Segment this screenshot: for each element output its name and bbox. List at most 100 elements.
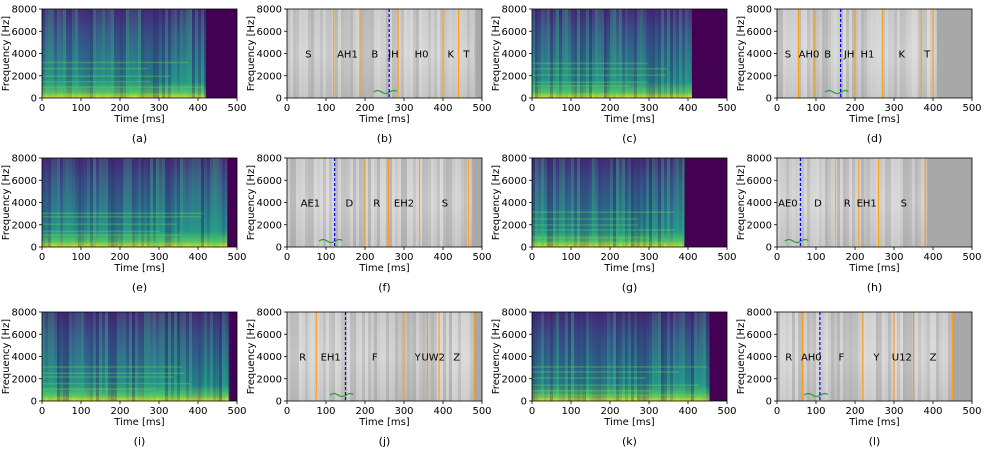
y-tick-label: 0: [31, 94, 37, 105]
phone-label: EH1: [857, 199, 877, 210]
texture-stripe: [156, 158, 159, 247]
texture-stripe: [616, 9, 619, 98]
texture-stripe: [308, 9, 311, 98]
y-tick-label: 4000: [257, 49, 282, 60]
x-tick-label: 500: [472, 252, 491, 263]
texture-stripe: [440, 312, 443, 401]
texture-stripe: [296, 9, 299, 98]
texture-stripe: [565, 9, 568, 98]
y-tick-label: 6000: [502, 27, 527, 38]
texture-stripe: [434, 158, 437, 247]
texture-stripe: [225, 158, 228, 247]
texture-stripe: [852, 158, 855, 247]
texture-stripe: [180, 312, 183, 401]
texture-stripe: [201, 158, 204, 247]
texture-stripe: [129, 9, 132, 98]
texture-stripe: [461, 158, 464, 247]
texture-stripe: [816, 158, 819, 247]
texture-stripe: [344, 9, 347, 98]
texture-stripe: [810, 9, 813, 98]
texture-stripe: [443, 9, 446, 98]
x-tick-label: 0: [774, 406, 780, 417]
texture-stripe: [807, 9, 810, 98]
y-tick-label: 0: [276, 243, 282, 254]
texture-stripe: [428, 9, 431, 98]
texture-stripe: [186, 9, 189, 98]
x-tick-label: 500: [962, 406, 981, 417]
x-tick-label: 0: [284, 252, 290, 263]
texture-stripe: [927, 312, 930, 401]
phone-label: S: [305, 50, 311, 61]
texture-stripe: [111, 158, 114, 247]
texture-stripe: [673, 312, 676, 401]
texture-stripe: [897, 158, 900, 247]
texture-stripe: [792, 9, 795, 98]
texture-stripe: [395, 9, 398, 98]
texture-stripe: [392, 312, 395, 401]
texture-stripe: [413, 312, 416, 401]
texture-stripe: [873, 158, 876, 247]
texture-stripe: [359, 158, 362, 247]
phone-label: Z: [930, 353, 937, 364]
subfigure-caption: (i): [134, 435, 146, 448]
texture-stripe: [933, 312, 936, 401]
texture-stripe: [305, 9, 308, 98]
texture-stripe: [777, 312, 780, 401]
texture-stripe: [87, 158, 90, 247]
texture-stripe: [72, 312, 75, 401]
x-tick-label: 300: [884, 252, 903, 263]
texture-stripe: [879, 312, 882, 401]
texture-stripe: [780, 312, 783, 401]
texture-stripe: [162, 9, 165, 98]
texture-stripe: [386, 9, 389, 98]
y-tick-label: 6000: [257, 176, 282, 187]
texture-stripe: [150, 9, 153, 98]
phone-label: R: [299, 353, 306, 364]
texture-stripe: [909, 312, 912, 401]
texture-stripe: [849, 9, 852, 98]
texture-stripe: [287, 158, 290, 247]
texture-stripe: [81, 312, 84, 401]
subfigure-caption: (c): [622, 132, 637, 145]
texture-stripe: [604, 312, 607, 401]
texture-stripe: [75, 9, 78, 98]
texture-stripe: [631, 312, 634, 401]
spectrogram-image: [532, 9, 692, 98]
x-tick-label: 100: [806, 103, 825, 114]
texture-stripe: [299, 312, 302, 401]
texture-stripe: [302, 158, 305, 247]
y-axis-label: Frequency [Hz]: [736, 319, 747, 395]
texture-stripe: [189, 9, 192, 98]
y-tick-label: 4000: [12, 352, 37, 363]
texture-stripe: [885, 312, 888, 401]
texture-stripe: [162, 158, 165, 247]
texture-stripe: [437, 9, 440, 98]
texture-stripe: [374, 158, 377, 247]
texture-stripe: [562, 312, 565, 401]
texture-stripe: [162, 312, 165, 401]
y-tick-label: 6000: [257, 330, 282, 341]
texture-stripe: [368, 158, 371, 247]
texture-stripe: [302, 312, 305, 401]
f0-trace: [373, 89, 398, 95]
x-axis-label: Time [ms]: [113, 417, 165, 428]
texture-stripe: [425, 9, 428, 98]
texture-stripe: [108, 9, 111, 98]
texture-stripe: [126, 158, 129, 247]
texture-stripe: [329, 9, 332, 98]
texture-stripe: [538, 158, 541, 247]
harmonic-streak: [42, 223, 178, 225]
texture-stripe: [870, 312, 873, 401]
panel-d: S AH0 B JH H1 K T 0 100 200 300 400 500 0 2000 4000 6000…: [736, 5, 982, 146]
texture-stripe: [341, 312, 344, 401]
harmonic-streak: [532, 93, 631, 96]
texture-stripe: [885, 158, 888, 247]
f0-trace: [318, 238, 343, 244]
texture-stripe: [296, 312, 299, 401]
y-tick-label: 8000: [502, 308, 527, 319]
texture-stripe: [222, 312, 225, 401]
texture-stripe: [216, 312, 219, 401]
x-tick-label: 200: [600, 406, 619, 417]
texture-stripe: [141, 312, 144, 401]
y-tick-label: 4000: [747, 49, 772, 60]
